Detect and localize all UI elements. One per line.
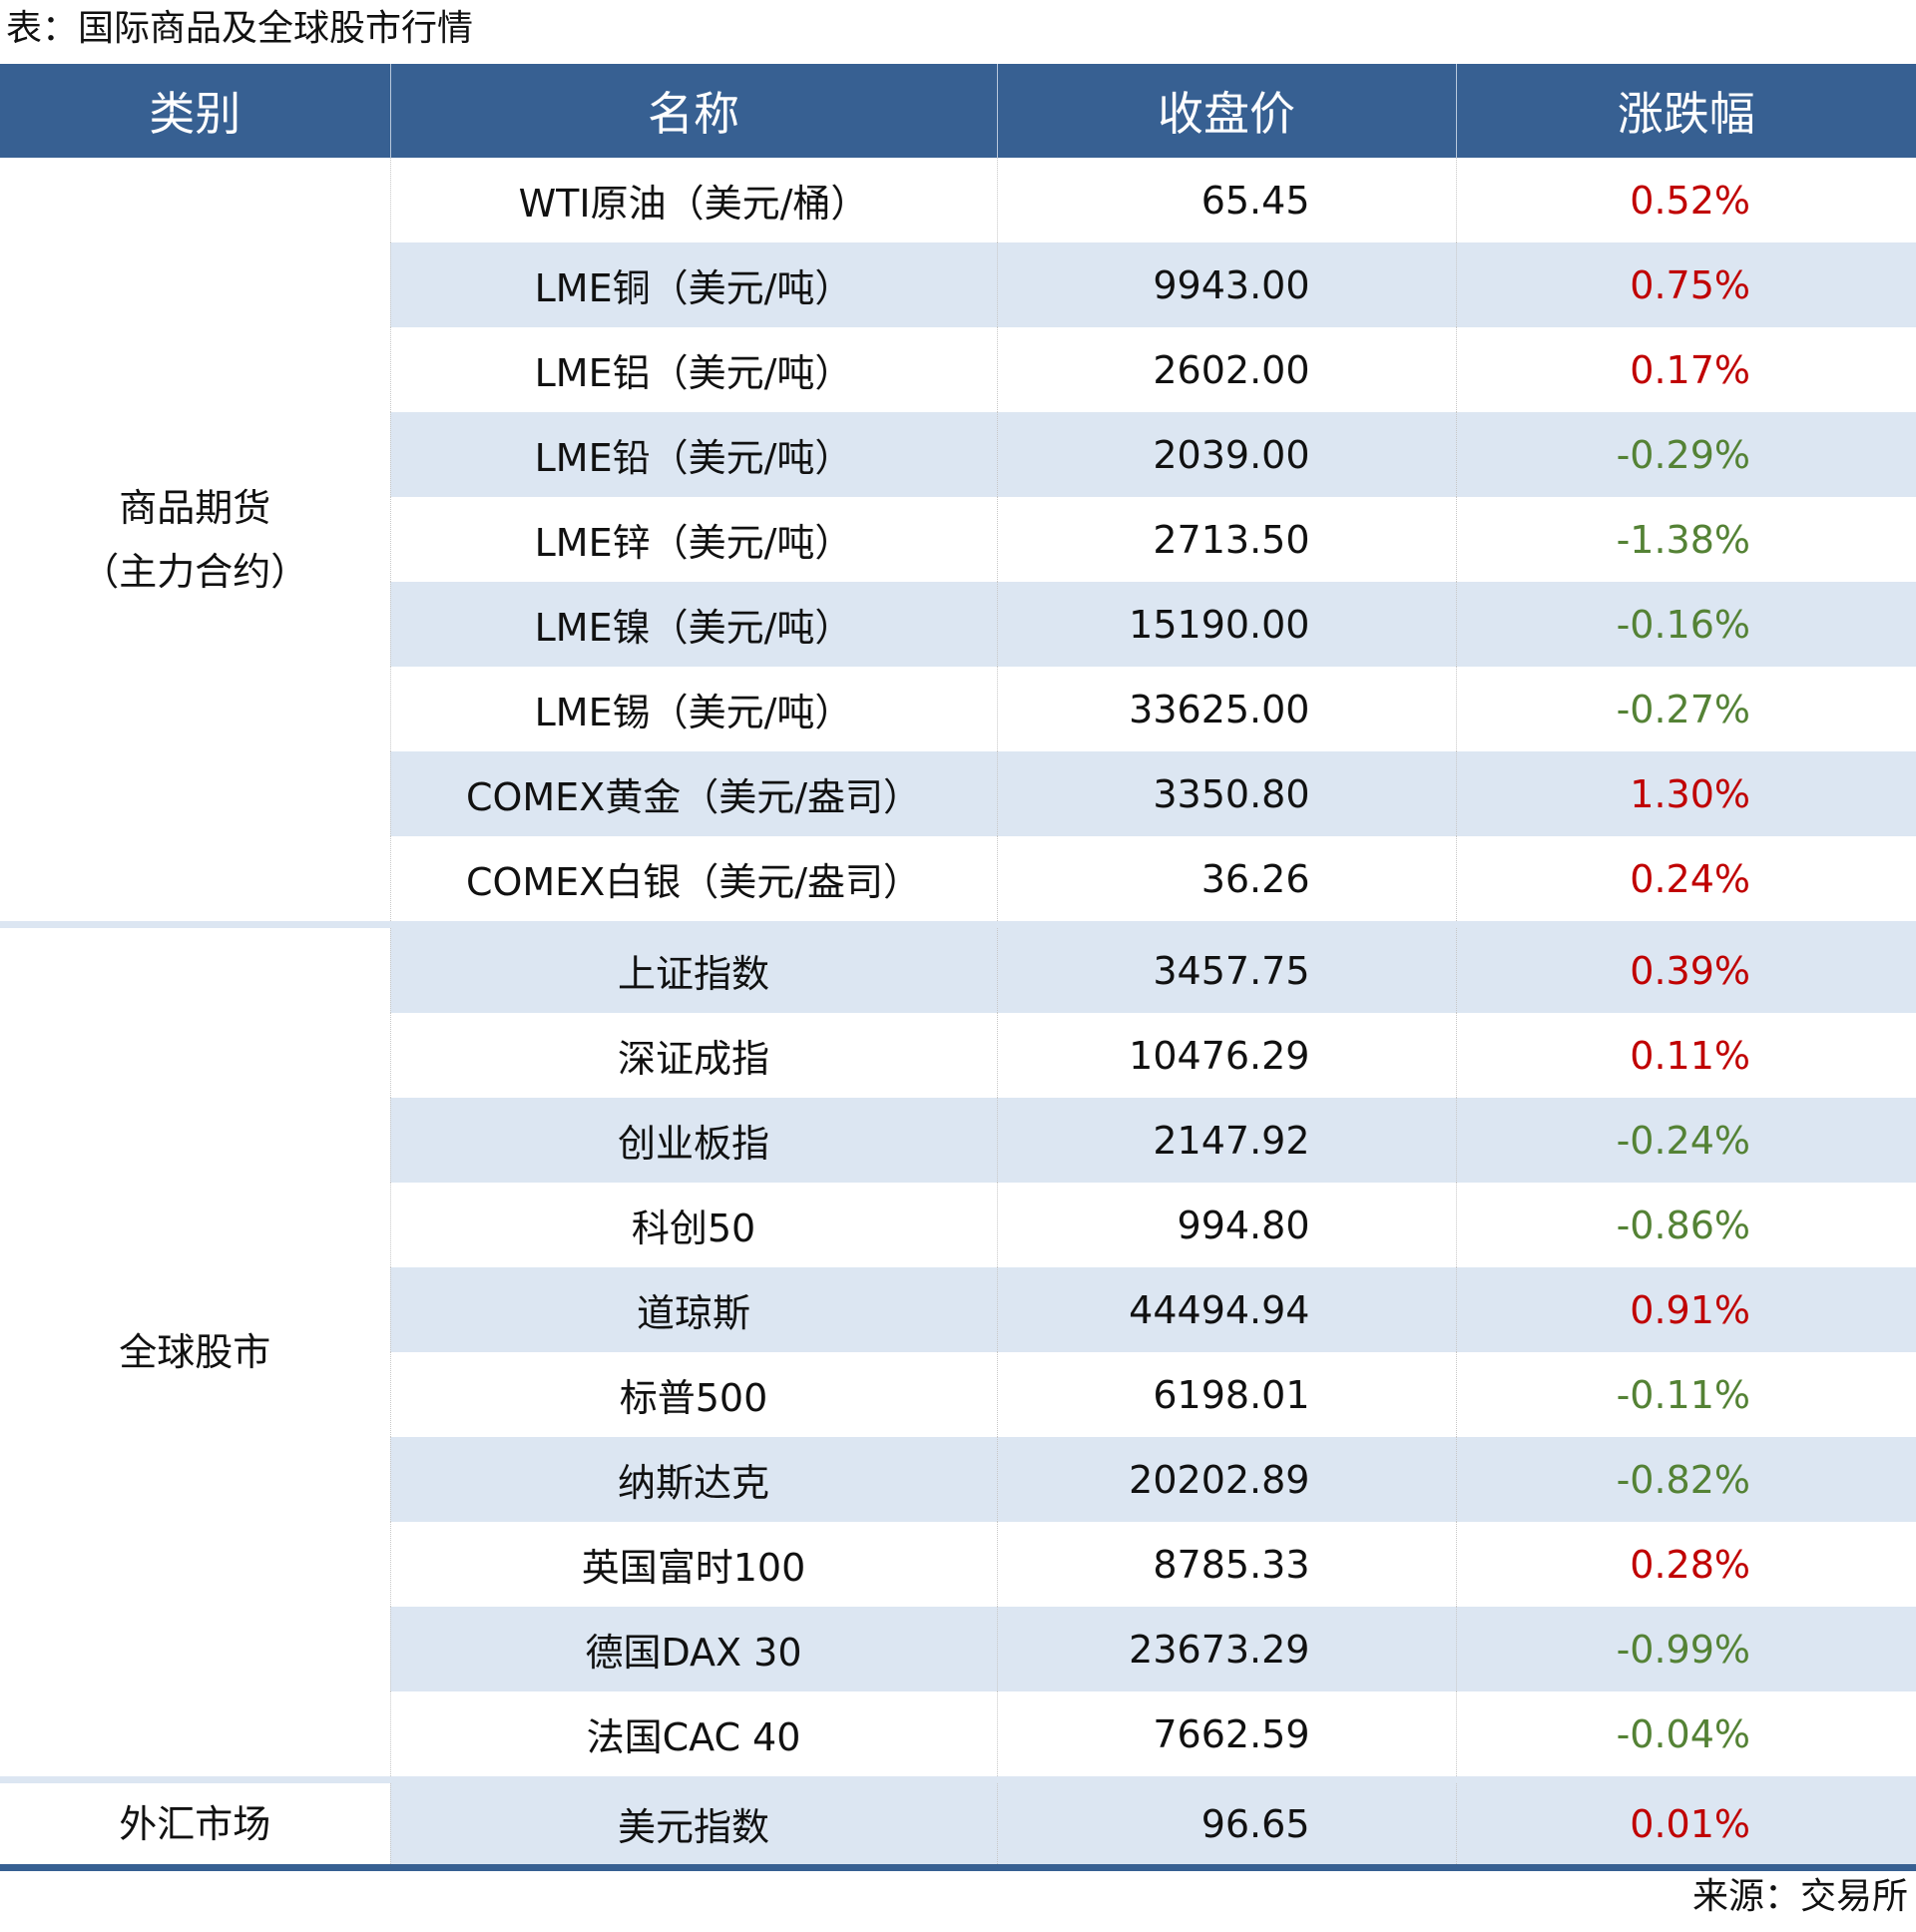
group-separator	[0, 921, 1916, 928]
instrument-name: 创业板指	[389, 1098, 997, 1183]
category-cell: 全球股市	[0, 928, 390, 1776]
table-row: 科创50 994.80 -0.86%	[0, 1183, 1916, 1267]
table-row: COMEX白银（美元/盎司） 36.26 0.24%	[0, 836, 1916, 921]
source-note: 来源：交易所	[1691, 1876, 1908, 1917]
instrument-name: WTI原油（美元/桶）	[389, 158, 997, 242]
change-percent: 0.52%	[1455, 158, 1916, 242]
change-percent: 0.01%	[1455, 1783, 1916, 1871]
instrument-name: 纳斯达克	[389, 1437, 997, 1522]
change-percent: -0.04%	[1455, 1691, 1916, 1776]
category-label: 商品期货	[119, 485, 271, 530]
change-percent: 0.28%	[1455, 1522, 1916, 1607]
change-percent: -0.11%	[1455, 1352, 1916, 1437]
instrument-name: LME铜（美元/吨）	[389, 242, 997, 327]
close-price: 23673.29	[996, 1607, 1456, 1691]
instrument-name: 深证成指	[389, 1013, 997, 1098]
table-row: 英国富时100 8785.33 0.28%	[0, 1522, 1916, 1607]
change-percent: 0.24%	[1455, 836, 1916, 921]
instrument-name: COMEX白银（美元/盎司）	[389, 836, 997, 921]
instrument-name: 标普500	[389, 1352, 997, 1437]
instrument-name: LME镍（美元/吨）	[389, 582, 997, 667]
table-row: 深证成指 10476.29 0.11%	[0, 1013, 1916, 1098]
close-price: 6198.01	[996, 1352, 1456, 1437]
category-cell: 外汇市场	[0, 1783, 390, 1871]
instrument-name: 美元指数	[389, 1783, 997, 1871]
table-row: 标普500 6198.01 -0.11%	[0, 1352, 1916, 1437]
change-percent: -0.16%	[1455, 582, 1916, 667]
instrument-name: LME铅（美元/吨）	[389, 412, 997, 497]
category-label: 全球股市	[119, 1330, 271, 1374]
change-percent: -0.82%	[1455, 1437, 1916, 1522]
change-percent: 1.30%	[1455, 751, 1916, 836]
close-price: 8785.33	[996, 1522, 1456, 1607]
close-price: 9943.00	[996, 242, 1456, 327]
separator-cell	[0, 1776, 1916, 1783]
table-row: 全球股市 上证指数 3457.75 0.39%	[0, 928, 1916, 1776]
change-percent: 0.75%	[1455, 242, 1916, 327]
close-price: 994.80	[996, 1183, 1456, 1267]
table-row: 德国DAX 30 23673.29 -0.99%	[0, 1607, 1916, 1691]
close-price: 15190.00	[996, 582, 1456, 667]
table-row: 纳斯达克 20202.89 -0.82%	[0, 1437, 1916, 1522]
instrument-name: LME锡（美元/吨）	[389, 667, 997, 751]
instrument-name: 科创50	[389, 1183, 997, 1267]
instrument-name: 法国CAC 40	[389, 1691, 997, 1776]
instrument-name: 德国DAX 30	[389, 1607, 997, 1691]
table-row: LME镍（美元/吨） 15190.00 -0.16%	[0, 582, 1916, 667]
table-row: COMEX黄金（美元/盎司） 3350.80 1.30%	[0, 751, 1916, 836]
table-row: LME锡（美元/吨） 33625.00 -0.27%	[0, 667, 1916, 751]
instrument-name: 上证指数	[389, 928, 997, 1013]
change-percent: -0.86%	[1455, 1183, 1916, 1267]
close-price: 96.65	[996, 1783, 1456, 1871]
instrument-name: 道琼斯	[389, 1267, 997, 1352]
table-row: LME铅（美元/吨） 2039.00 -0.29%	[0, 412, 1916, 497]
close-price: 2713.50	[996, 497, 1456, 582]
table-row: 道琼斯 44494.94 0.91%	[0, 1267, 1916, 1352]
change-percent: 0.91%	[1455, 1267, 1916, 1352]
header-category: 类别	[0, 64, 390, 158]
close-price: 36.26	[996, 836, 1456, 921]
table-title: 表：国际商品及全球股市行情	[6, 8, 474, 49]
close-price: 2602.00	[996, 327, 1456, 412]
change-percent: 0.17%	[1455, 327, 1916, 412]
change-percent: -1.38%	[1455, 497, 1916, 582]
change-percent: -0.24%	[1455, 1098, 1916, 1183]
change-percent: 0.39%	[1455, 928, 1916, 1013]
close-price: 20202.89	[996, 1437, 1456, 1522]
category-cell: 商品期货 （主力合约）	[0, 158, 390, 921]
table-row: LME铜（美元/吨） 9943.00 0.75%	[0, 242, 1916, 327]
change-percent: -0.99%	[1455, 1607, 1916, 1691]
table-row: 法国CAC 40 7662.59 -0.04%	[0, 1691, 1916, 1776]
group-separator	[0, 1776, 1916, 1783]
change-percent: -0.27%	[1455, 667, 1916, 751]
change-percent: -0.29%	[1455, 412, 1916, 497]
close-price: 2039.00	[996, 412, 1456, 497]
close-price: 3457.75	[996, 928, 1456, 1013]
close-price: 65.45	[996, 158, 1456, 242]
instrument-name: LME锌（美元/吨）	[389, 497, 997, 582]
close-price: 7662.59	[996, 1691, 1456, 1776]
close-price: 44494.94	[996, 1267, 1456, 1352]
market-table: 类别 名称 收盘价 涨跌幅 商品期货 （主力合约） WTI原油（美元/桶） 65.45…	[0, 64, 1916, 1871]
table-row: LME铝（美元/吨） 2602.00 0.17%	[0, 327, 1916, 412]
table-row: 创业板指 2147.92 -0.24%	[0, 1098, 1916, 1183]
category-sublabel: （主力合约）	[81, 549, 309, 594]
instrument-name: LME铝（美元/吨）	[389, 327, 997, 412]
close-price: 3350.80	[996, 751, 1456, 836]
header-close-price: 收盘价	[996, 64, 1456, 158]
separator-cell	[0, 921, 1916, 928]
table-row: 商品期货 （主力合约） WTI原油（美元/桶） 65.45 0.52%	[0, 158, 1916, 921]
close-price: 33625.00	[996, 667, 1456, 751]
close-price: 2147.92	[996, 1098, 1456, 1183]
instrument-name: 英国富时100	[389, 1522, 997, 1607]
category-label: 外汇市场	[119, 1801, 271, 1846]
header-row: 类别 名称 收盘价 涨跌幅	[0, 64, 1916, 158]
header-name: 名称	[389, 64, 997, 158]
table-row: 外汇市场 美元指数 96.65 0.01%	[0, 1783, 1916, 1871]
change-percent: 0.11%	[1455, 1013, 1916, 1098]
instrument-name: COMEX黄金（美元/盎司）	[389, 751, 997, 836]
header-change: 涨跌幅	[1455, 64, 1916, 158]
close-price: 10476.29	[996, 1013, 1456, 1098]
table-row: LME锌（美元/吨） 2713.50 -1.38%	[0, 497, 1916, 582]
